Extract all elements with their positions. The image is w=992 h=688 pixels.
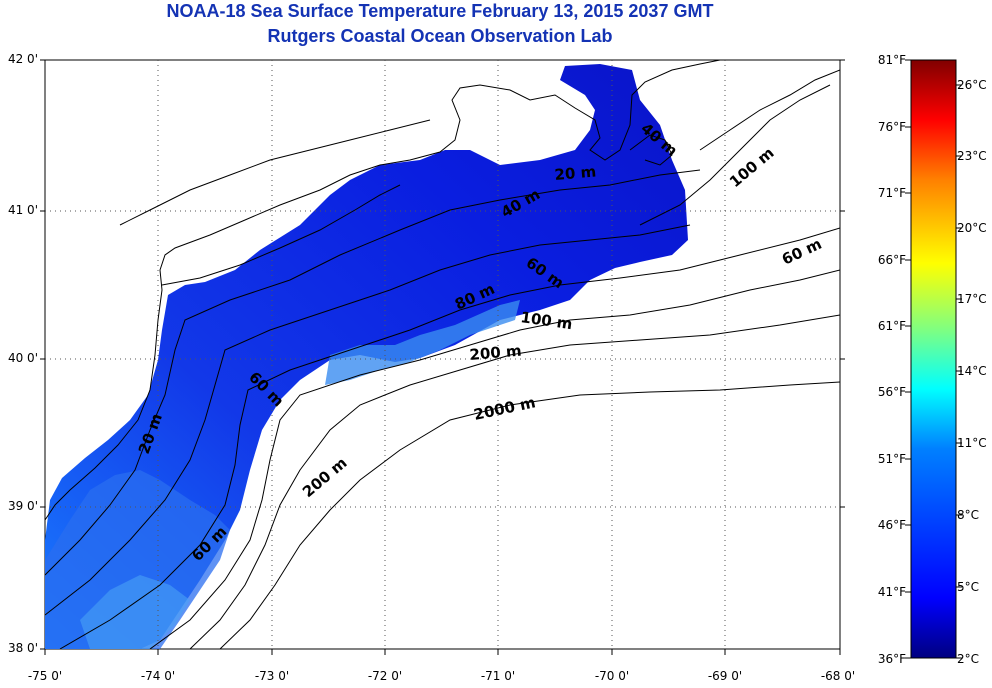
graticule — [45, 60, 840, 649]
colorbar-f-label: 56°F — [877, 385, 906, 399]
lon-label: -68 0' — [820, 669, 856, 683]
colorbar-f-label: 51°F — [877, 452, 906, 466]
northern-land-coast — [119, 119, 431, 226]
colorbar-c-label: 14°C — [957, 364, 987, 378]
sst-nearshore — [80, 575, 190, 649]
colorbar-f-label: 81°F — [877, 53, 906, 67]
colorbar-c-label: 26°C — [957, 78, 987, 92]
gulf-of-maine-coast — [699, 69, 840, 151]
lon-label: -71 0' — [480, 669, 516, 683]
lat-label: 40 0' — [7, 351, 38, 365]
colorbar-f-label: 76°F — [877, 120, 906, 134]
lon-label: -73 0' — [254, 669, 290, 683]
lon-label: -69 0' — [707, 669, 743, 683]
lat-label: 42 0' — [7, 52, 38, 66]
colorbar-c-label: 11°C — [957, 436, 987, 450]
lon-label: -72 0' — [367, 669, 403, 683]
long-island-coast — [161, 184, 401, 286]
sst-shelf-water — [45, 64, 688, 649]
colorbar — [910, 59, 957, 659]
colorbar-f-label: 66°F — [877, 253, 906, 267]
colorbar-f-label: 61°F — [877, 319, 906, 333]
cape-cod-coast — [629, 134, 673, 166]
bathymetry-contours — [45, 84, 840, 649]
colorbar-c-label: 20°C — [957, 221, 987, 235]
contour-label: 200 m — [469, 342, 523, 364]
colorbar-c-label: 5°C — [957, 580, 980, 594]
lat-label: 39 0' — [7, 499, 38, 513]
lon-label: -75 0' — [27, 669, 63, 683]
lat-label: 38 0' — [7, 641, 38, 655]
colorbar-f-label: 46°F — [877, 518, 906, 532]
lat-label: 41 0' — [7, 203, 38, 217]
map-title: NOAA-18 Sea Surface Temperature February… — [166, 1, 714, 21]
lon-label: -70 0' — [594, 669, 630, 683]
coastline — [45, 60, 721, 521]
colorbar-f-label: 71°F — [877, 186, 906, 200]
map-ticks — [40, 59, 845, 655]
colorbar-c-label: 2°C — [957, 652, 980, 666]
colorbar-c-label: 8°C — [957, 508, 980, 522]
map-subtitle: Rutgers Coastal Ocean Observation Lab — [267, 26, 613, 46]
lon-label: -74 0' — [140, 669, 176, 683]
contour-label: 20 m — [554, 162, 597, 184]
colorbar-f-label: 36°F — [877, 652, 906, 666]
colorbar-c-label: 17°C — [957, 292, 987, 306]
colorbar-c-label: 23°C — [957, 149, 987, 163]
colorbar-f-label: 41°F — [877, 585, 906, 599]
sst-slope-edge — [325, 300, 520, 385]
colorbar-ticks — [905, 59, 962, 659]
